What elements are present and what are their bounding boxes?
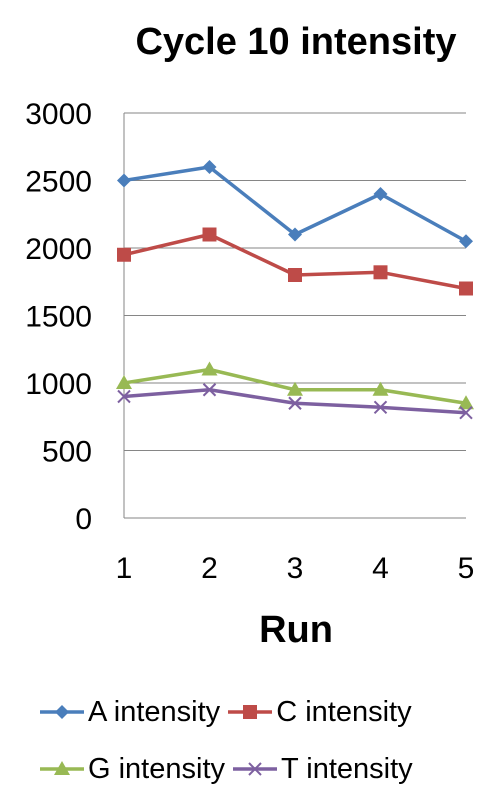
chart-title: Cycle 10 intensity	[135, 21, 456, 63]
legend-item-g: G intensity	[38, 753, 225, 786]
line-chart: Cycle 10 intensity 0 500 1000 1500 2000 2500 30…	[25, 21, 475, 651]
legend-item-t: T intensity	[231, 753, 413, 786]
legend-label-g: G intensity	[88, 752, 225, 785]
legend-item-a: A intensity	[38, 696, 220, 729]
series-c-intensity	[117, 227, 473, 296]
y-tick-label: 2500	[25, 166, 92, 199]
legend-marker	[54, 761, 70, 775]
series-g-intensity	[116, 361, 474, 410]
x-tick-label: 5	[458, 552, 475, 585]
series-a-intensity	[117, 160, 473, 249]
data-point	[202, 383, 217, 397]
y-tick-label: 1000	[25, 368, 92, 401]
data-point	[373, 187, 388, 201]
marker-stroke	[248, 762, 262, 776]
data-point	[288, 396, 302, 410]
legend-label-t: T intensity	[281, 752, 413, 785]
y-tick-label: 2000	[25, 233, 92, 266]
legend-label-c: C intensity	[276, 695, 412, 728]
series-t-intensity	[117, 383, 473, 420]
x-tick-label: 2	[201, 552, 218, 585]
legend-row: A intensity C intensity	[38, 690, 478, 734]
marker-stroke	[373, 400, 388, 415]
data-point	[117, 173, 131, 188]
legend-marker	[55, 705, 69, 719]
y-tick-label: 1500	[25, 301, 92, 334]
chart-legend: A intensity C intensity G intensity T in…	[38, 690, 478, 804]
marker-stroke	[117, 389, 131, 404]
data-point	[116, 375, 132, 389]
x-axis-label: Run	[259, 609, 333, 651]
legend-item-c: C intensity	[226, 695, 412, 729]
y-tick-label: 0	[75, 503, 92, 536]
data-point	[459, 281, 473, 296]
legend-swatch-t	[233, 762, 277, 776]
data-point	[288, 268, 302, 282]
marker-stroke	[202, 383, 217, 397]
legend-swatch-c	[228, 705, 273, 719]
data-point	[372, 381, 389, 396]
x-tick-label: 4	[372, 552, 389, 585]
legend-marker	[243, 705, 258, 719]
marker-stroke	[288, 396, 302, 410]
data-point	[202, 227, 217, 242]
data-point	[117, 389, 131, 404]
legend-label-a: A intensity	[88, 695, 221, 728]
data-point	[459, 405, 473, 420]
y-tick-label: 500	[42, 436, 92, 469]
y-tick-label: 3000	[25, 98, 92, 131]
data-point	[117, 247, 131, 262]
data-point	[459, 234, 473, 249]
data-point	[373, 265, 388, 280]
marker-stroke	[459, 405, 473, 420]
x-tick-label: 3	[287, 552, 304, 585]
data-point	[373, 400, 388, 415]
data-point	[201, 361, 218, 376]
legend-swatch-g	[40, 761, 84, 775]
legend-marker	[248, 762, 262, 776]
data-point	[202, 160, 217, 174]
data-point	[458, 395, 474, 410]
legend-swatch-a	[40, 705, 84, 719]
legend-row: G intensity T intensity	[38, 747, 478, 791]
data-point	[287, 381, 303, 396]
data-point	[288, 227, 302, 242]
x-tick-label: 1	[116, 552, 133, 585]
